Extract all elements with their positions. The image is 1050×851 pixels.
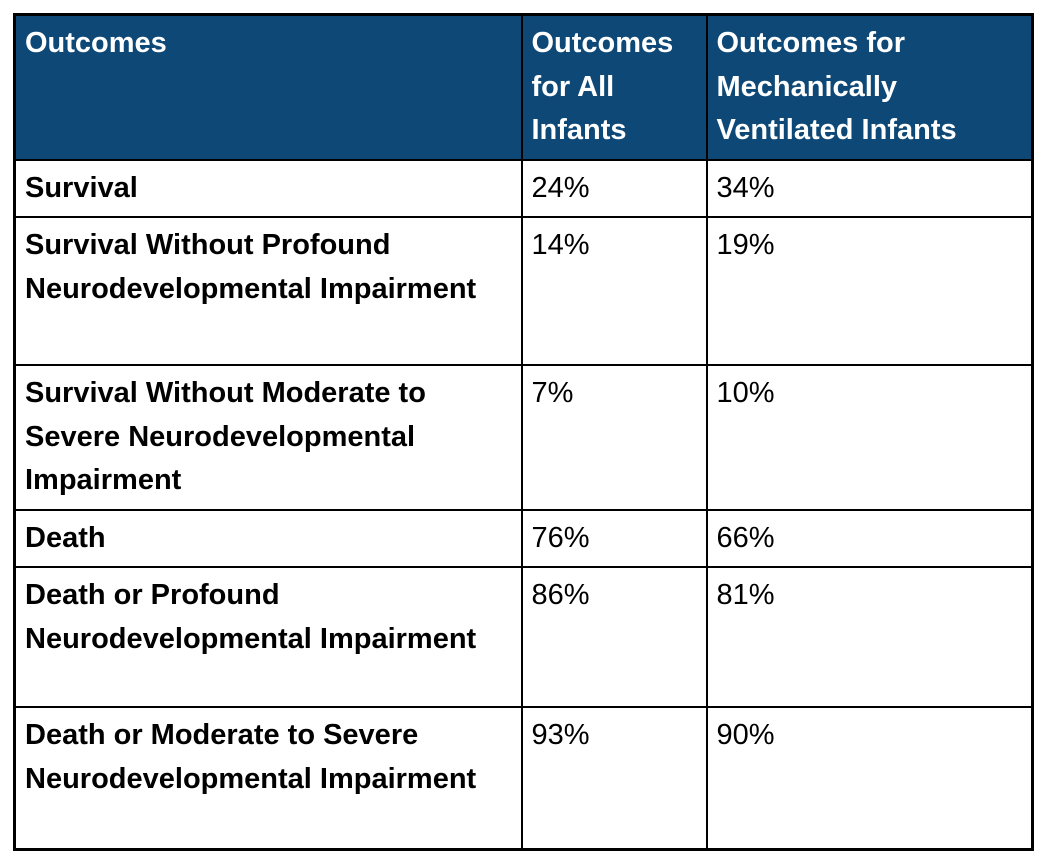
outcome-label: Death or Profound Neurodevelopmental Imp… — [13, 566, 523, 708]
column-header-outcomes: Outcomes — [13, 13, 523, 161]
ventilated-infants-value: 66% — [705, 508, 1034, 568]
table-row: Death or Profound Neurodevelopmental Imp… — [13, 566, 1034, 708]
outcomes-table-container: Outcomes Outcomes for All Infants Outcom… — [13, 13, 1034, 851]
ventilated-infants-value: 90% — [705, 706, 1034, 850]
ventilated-infants-value: 10% — [705, 364, 1034, 511]
table-row: Death or Moderate to Severe Neurodevelop… — [13, 706, 1034, 850]
column-header-ventilated-infants: Outcomes for Mechanically Ventilated Inf… — [705, 13, 1034, 161]
outcome-label: Survival Without Moderate to Severe Neur… — [13, 364, 523, 511]
outcome-label: Death — [13, 508, 523, 568]
all-infants-value: 76% — [520, 508, 708, 568]
ventilated-infants-value: 34% — [705, 158, 1034, 218]
table-row: Survival Without Moderate to Severe Neur… — [13, 364, 1034, 511]
table-row: Survival Without Profound Neurodevelopme… — [13, 216, 1034, 366]
all-infants-value: 14% — [520, 216, 708, 366]
outcome-label: Survival — [13, 158, 523, 218]
header-row: Outcomes Outcomes for All Infants Outcom… — [13, 13, 1034, 161]
column-header-all-infants: Outcomes for All Infants — [520, 13, 708, 161]
all-infants-value: 7% — [520, 364, 708, 511]
ventilated-infants-value: 19% — [705, 216, 1034, 366]
table-row: Death 76% 66% — [13, 508, 1034, 568]
table-row: Survival 24% 34% — [13, 158, 1034, 218]
all-infants-value: 93% — [520, 706, 708, 850]
outcome-label: Death or Moderate to Severe Neurodevelop… — [13, 706, 523, 850]
outcomes-table: Outcomes Outcomes for All Infants Outcom… — [13, 13, 1034, 851]
outcome-label: Survival Without Profound Neurodevelopme… — [13, 216, 523, 366]
all-infants-value: 24% — [520, 158, 708, 218]
all-infants-value: 86% — [520, 566, 708, 708]
ventilated-infants-value: 81% — [705, 566, 1034, 708]
